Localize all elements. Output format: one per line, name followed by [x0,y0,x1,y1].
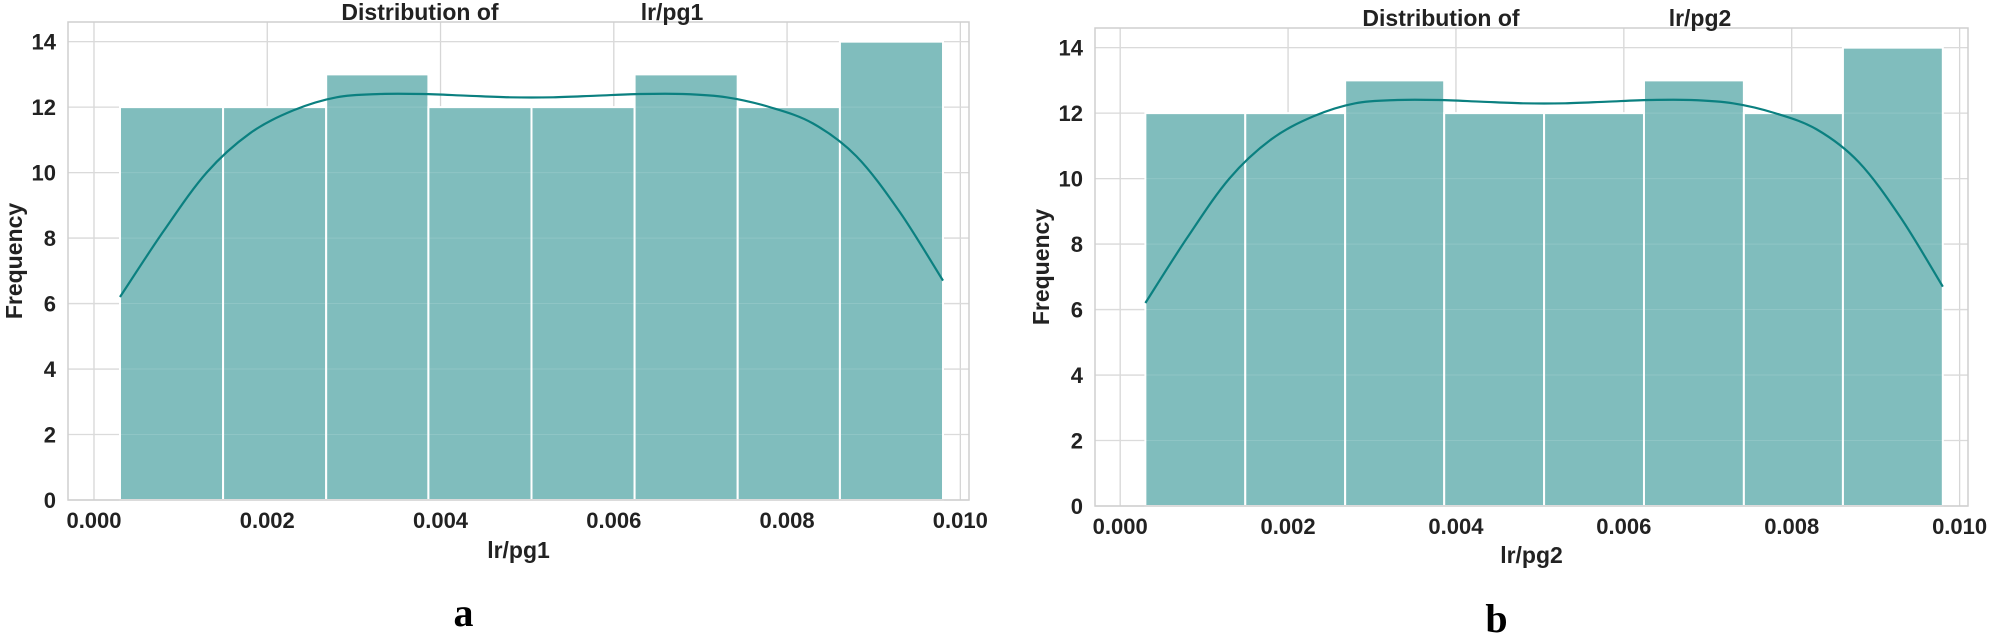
y-tick-label: 6 [1071,298,1083,323]
plot-frame [1094,27,1969,507]
kde-curve [1144,98,1944,304]
histogram-bar [633,73,739,501]
histogram-bar [838,40,945,502]
y-tick-label: 10 [32,161,56,186]
x-axis-label: lr/pg1 [487,537,550,563]
y-tick-label: 4 [1071,363,1084,388]
x-tick-label: 0.004 [413,508,469,533]
x-tick-label: 0.008 [1764,514,1819,539]
y-tick-label: 2 [44,423,56,448]
histogram-bar [1443,112,1546,507]
y-tick-label: 12 [32,95,56,120]
histogram-bar [1543,112,1645,507]
chart-title-variable: lr/pg2 [1669,5,1732,31]
panel-label: b [1485,596,1507,638]
x-tick-label: 0.006 [1596,514,1651,539]
plot-frame [67,21,970,501]
histogram-panel-a: 0.000 0.002 0.004 0.006 0.008 0.010 0 2 4 6 8 10 12 1… [1,0,988,635]
y-tick-label: 4 [44,357,57,382]
histogram-bar [1742,112,1844,507]
x-tick-label: 0.002 [1261,514,1316,539]
x-axis-label: lr/pg2 [1500,542,1563,568]
x-tick-label: 0.006 [586,508,641,533]
chart-title-prefix: Distribution of [1362,5,1519,31]
x-tick-label: 0.010 [1932,514,1987,539]
y-tick-label: 8 [44,226,56,251]
y-tick-label: 12 [1059,101,1083,126]
y-axis-label: Frequency [1,203,27,320]
y-tick-label: 2 [1071,429,1083,454]
histogram-panel-b: 0.000 0.002 0.004 0.006 0.008 0.010 0 2 4 6 8 10 12 1… [1028,5,1987,638]
histogram-bar [325,73,430,501]
y-tick-label: 0 [44,488,56,513]
y-axis-label: Frequency [1028,209,1054,326]
y-tick-label: 0 [1071,494,1083,519]
x-tick-label: 0.002 [240,508,295,533]
y-tick-label: 8 [1071,232,1083,257]
histogram-bar [427,106,533,501]
histogram-bar [1244,112,1347,507]
x-tick-label: 0.000 [66,508,121,533]
y-tick-label: 14 [1059,36,1084,61]
y-tick-label: 10 [1059,167,1083,192]
x-tick-label: 0.010 [933,508,988,533]
histogram-bar [1642,79,1745,507]
histogram-bar [1344,79,1446,507]
histogram-bar [1841,46,1944,508]
chart-title-variable: lr/pg1 [641,0,704,25]
chart-title-prefix: Distribution of [341,0,498,25]
x-tick-label: 0.004 [1428,514,1484,539]
x-tick-label: 0.000 [1093,514,1148,539]
y-tick-label: 14 [32,30,57,55]
histogram-bar [736,106,841,501]
y-tick-label: 6 [44,292,56,317]
x-tick-label: 0.008 [760,508,815,533]
panel-label: a [454,590,474,635]
kde-curve [119,92,944,298]
